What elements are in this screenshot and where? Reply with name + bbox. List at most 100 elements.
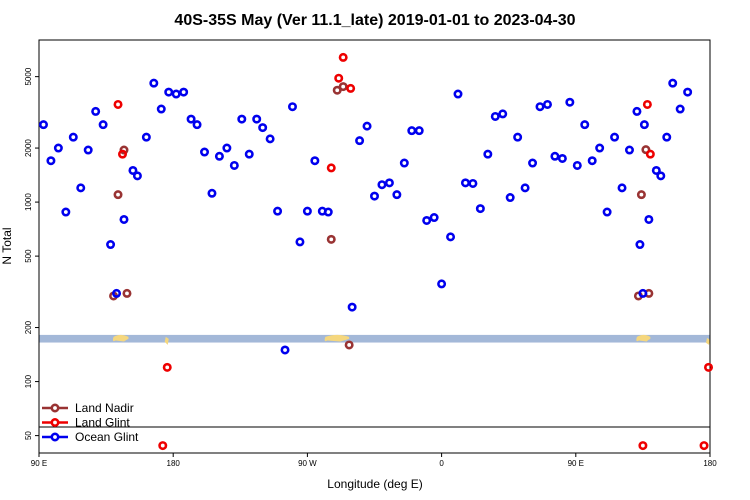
land-glint-legend-marker (50, 417, 60, 427)
ocean-glint-legend-marker (50, 432, 60, 442)
ocean-glint-point (156, 104, 166, 114)
land-nadir-legend-marker (50, 403, 60, 413)
ocean-glint-point (295, 237, 305, 247)
land-glint-point (346, 83, 356, 93)
land-nadir-point (338, 82, 348, 92)
ocean-glint-point (595, 143, 605, 153)
ocean-glint-point (542, 99, 552, 109)
x-axis: 90 E 180 90 W 0 90 E 180 (31, 453, 717, 468)
ocean-glint-point (112, 288, 122, 298)
plot-frame (38, 39, 711, 454)
ocean-glint-point (237, 114, 247, 124)
ocean-glint-point (513, 132, 523, 142)
land-glint-point (326, 163, 336, 173)
ocean-glint-point (91, 106, 101, 116)
ocean-glint-point (528, 158, 538, 168)
ocean-glint-point (392, 190, 402, 200)
ocean-glint-point (280, 345, 290, 355)
ocean-glint-point (602, 207, 612, 217)
land-nadir-point (636, 190, 646, 200)
land-glint-point (162, 362, 172, 372)
land-patch (164, 336, 169, 345)
ocean-glint-point (171, 89, 181, 99)
land-nadir-point (641, 145, 651, 155)
ocean-glint-point (550, 151, 560, 161)
ocean-glint-point (149, 78, 159, 88)
ocean-glint-point (214, 151, 224, 161)
x-tick-label: 180 (703, 459, 717, 468)
ocean-glint-point (675, 104, 685, 114)
ocean-glint-point (414, 126, 424, 136)
ocean-glint-point (273, 206, 283, 216)
ocean-glint-point (498, 109, 508, 119)
ocean-glint-point (252, 114, 262, 124)
ocean-glint-point (384, 178, 394, 188)
ocean-glint-point (192, 120, 202, 130)
ocean-glint-point (587, 156, 597, 166)
ocean-glint-point (475, 204, 485, 214)
land-patch (706, 337, 711, 345)
ocean-glint-point (505, 193, 515, 203)
x-tick-label: 90 W (298, 459, 317, 468)
ocean-glint-point (310, 156, 320, 166)
x-tick-label: 90 E (568, 459, 584, 468)
y-tick-label: 2000 (24, 139, 33, 157)
ocean-glint-point (369, 191, 379, 201)
ocean-glint-point (638, 288, 648, 298)
ocean-glint-point (200, 147, 210, 157)
ocean-glint-point (128, 165, 138, 175)
ocean-glint-point (323, 207, 333, 217)
ocean-glint-point (258, 123, 268, 133)
land-glint-point (642, 99, 652, 109)
y-axis-label: N Total (0, 227, 14, 264)
land-patch (112, 334, 129, 342)
ocean-glint-point (483, 149, 493, 159)
ocean-glint-point (222, 143, 232, 153)
land-glint-point (158, 441, 168, 451)
x-tick-label: 90 E (31, 459, 47, 468)
ocean-glint-point (453, 89, 463, 99)
y-tick-label: 5000 (24, 67, 33, 85)
y-axis: 50 100 200 500 1000 2000 5000 (24, 67, 39, 440)
ocean-glint-point (437, 279, 447, 289)
y-tick-label: 100 (24, 374, 33, 388)
ocean-glint-point (557, 153, 567, 163)
ocean-glint-point (355, 136, 365, 146)
ocean-glint-point (377, 180, 387, 190)
ocean-glint-point (635, 240, 645, 250)
data-points (38, 52, 714, 451)
ocean-glint-point (429, 213, 439, 223)
ocean-glint-point (186, 114, 196, 124)
ocean-glint-legend-label: Ocean Glint (75, 430, 139, 444)
land-glint-point (118, 149, 128, 159)
ocean-glint-point (229, 160, 239, 170)
ocean-glint-point (565, 97, 575, 107)
ocean-glint-point (407, 126, 417, 136)
ocean-glint-point (164, 87, 174, 97)
ocean-glint-point (580, 120, 590, 130)
ocean-glint-point (617, 183, 627, 193)
ocean-glint-point (632, 106, 642, 116)
land-glint-point (638, 441, 648, 451)
ocean-glint-point (362, 121, 372, 131)
ocean-glint-point (76, 183, 86, 193)
land-patch (636, 334, 651, 342)
land-glint-point (704, 362, 714, 372)
y-tick-label: 50 (24, 431, 33, 440)
ocean-glint-point (207, 188, 217, 198)
ocean-glint-point (68, 132, 78, 142)
ocean-glint-point (639, 120, 649, 130)
ocean-glint-point (520, 183, 530, 193)
ocean-glint-point (53, 143, 63, 153)
land-nadir-point (326, 234, 336, 244)
land-nadir-point (332, 85, 342, 95)
ocean-glint-point (662, 132, 672, 142)
land-glint-point (113, 99, 123, 109)
land-band (39, 334, 711, 345)
ocean-glint-point (446, 232, 456, 242)
ocean-glint-point (302, 206, 312, 216)
land-nadir-point (344, 340, 354, 350)
ocean-glint-point (83, 145, 93, 155)
